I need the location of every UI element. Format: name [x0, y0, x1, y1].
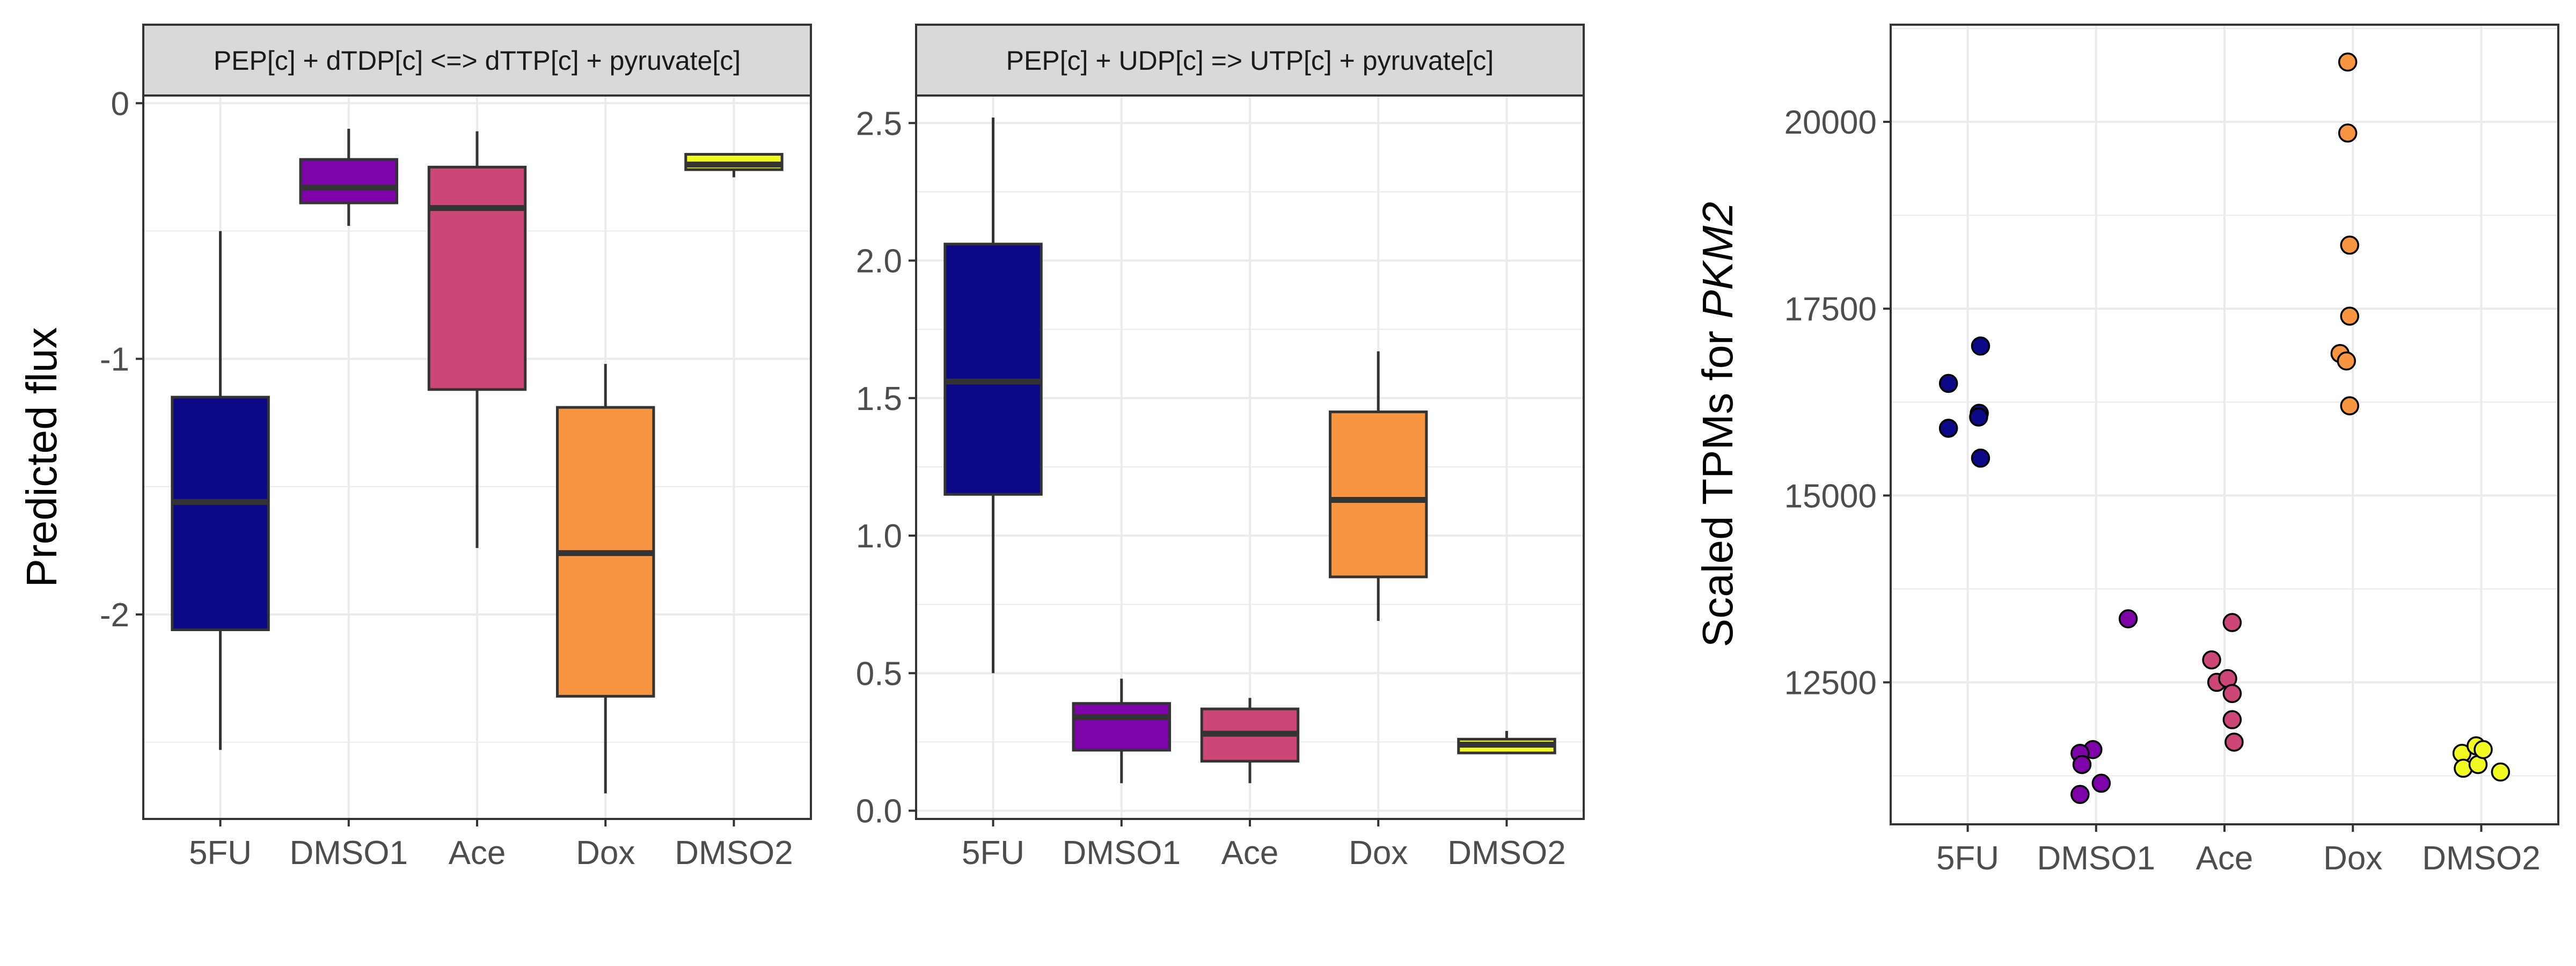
panel-dtdp-strip [142, 24, 812, 97]
panel-udp-y-axis: 0.0 0.5 1.0 1.5 2.0 2.5 [856, 105, 916, 830]
y-tick-label: 0.0 [856, 793, 902, 830]
y-tick-label: 12500 [1784, 664, 1877, 701]
box-iqr-5fu [171, 396, 270, 632]
y-tick-label: -1 [100, 341, 129, 378]
y-tick-label: 15000 [1784, 478, 1877, 515]
point-dmso2 [2473, 740, 2493, 759]
panel-pkm2-y-axis: 12500 15000 17500 20000 [1784, 104, 1891, 701]
y-tick-label: 20000 [1784, 104, 1877, 141]
point-dmso2 [2491, 762, 2511, 782]
panel-dtdp-strip-title: PEP[c] + dTDP[c] <=> dTTP[c] + pyruvate[… [214, 46, 741, 76]
x-tick-label: DMSO2 [1447, 835, 1565, 872]
panel-pkm2-y-axis-title: Scaled TPMs for PKM2 [1694, 202, 1741, 647]
y-tick-label: 0.5 [856, 655, 902, 692]
box-iqr-ace [427, 165, 527, 391]
x-tick-label: Ace [449, 835, 506, 872]
box-dox [1329, 351, 1428, 621]
x-tick-label: Ace [1221, 835, 1279, 872]
point-ace [2222, 710, 2242, 729]
point-dmso1 [2118, 609, 2138, 628]
point-dox [2340, 396, 2359, 415]
point-dmso1 [2072, 755, 2092, 774]
x-tick-label: DMSO2 [2422, 840, 2540, 877]
y-axis-title-prefix: Scaled TPMs for [1694, 319, 1741, 647]
point-dox [2338, 123, 2358, 143]
box-ace [1200, 698, 1300, 784]
x-tick-label: Ace [2196, 840, 2253, 877]
y-axis-title-gene: PKM2 [1694, 202, 1741, 319]
panel-udp-x-axis: 5FU DMSO1 Ace Dox DMSO2 [962, 819, 1566, 872]
x-tick-label: Dox [2323, 840, 2382, 877]
point-5fu [1971, 448, 1990, 468]
x-tick-label: Dox [1349, 835, 1408, 872]
panel-udp-boxes [943, 118, 1556, 784]
x-tick-label: 5FU [189, 835, 252, 872]
point-dox [2340, 306, 2359, 326]
box-iqr-dmso1 [1072, 702, 1171, 752]
x-tick-label: DMSO2 [675, 835, 793, 872]
point-dmso1 [2091, 773, 2111, 793]
box-dox [556, 364, 655, 794]
y-tick-label: 2.0 [856, 243, 902, 280]
x-tick-label: 5FU [962, 835, 1024, 872]
x-tick-label: DMSO1 [1063, 835, 1181, 872]
y-tick-label: -2 [100, 597, 129, 634]
y-tick-label: 2.5 [856, 105, 902, 142]
point-ace [2224, 733, 2244, 752]
box-dmso2 [684, 153, 784, 178]
panel-dtdp-x-axis: 5FU DMSO1 Ace Dox DMSO2 [189, 819, 793, 872]
box-iqr-dox [1329, 410, 1428, 579]
box-iqr-dmso1 [299, 158, 398, 204]
point-5fu [1969, 407, 1988, 427]
panel-udp-reaction: PEP[c] + UDP[c] => UTP[c] + pyruvate[c] … [856, 24, 1585, 872]
y-tick-label: 17500 [1784, 291, 1877, 328]
y-tick-label: 1.5 [856, 380, 902, 418]
box-ace [427, 131, 527, 548]
x-tick-label: 5FU [1936, 840, 1999, 877]
panel-dtdp-y-axis-title: Predicted flux [18, 327, 65, 588]
panel-dtdp-reaction: PEP[c] + dTDP[c] <=> dTTP[c] + pyruvate[… [18, 24, 812, 872]
point-5fu [1938, 374, 1958, 393]
point-dmso1 [2070, 785, 2090, 804]
panel-dtdp-y-axis: 0 -1 -2 [100, 85, 143, 634]
y-tick-label: 1.0 [856, 518, 902, 555]
panel-dtdp-boxes [171, 128, 784, 794]
x-tick-label: DMSO1 [2037, 840, 2155, 877]
box-dmso2 [1457, 730, 1556, 755]
x-tick-label: DMSO1 [290, 835, 408, 872]
point-ace [2222, 684, 2242, 704]
panel-udp-strip [915, 24, 1585, 97]
point-dox [2338, 52, 2358, 72]
box-5fu [943, 118, 1043, 674]
panel-udp-strip-title: PEP[c] + UDP[c] => UTP[c] + pyruvate[c] [1006, 46, 1494, 76]
point-5fu [1938, 419, 1958, 438]
box-dmso1 [299, 128, 398, 226]
panel-pkm2-points [1938, 52, 2511, 804]
x-tick-label: Dox [576, 835, 635, 872]
point-dox [2340, 236, 2359, 255]
box-5fu [171, 231, 270, 750]
point-5fu [1971, 336, 1990, 356]
panel-pkm2-x-axis: 5FU DMSO1 Ace Dox DMSO2 [1936, 824, 2541, 877]
point-ace [2222, 613, 2242, 632]
box-iqr-5fu [943, 243, 1043, 496]
y-tick-label: 0 [111, 85, 129, 122]
point-dox [2337, 351, 2357, 371]
panel-pkm2-tpms: 12500 15000 17500 20000 5FU DMSO1 Ace Dox DMSO2… [1694, 24, 2559, 877]
point-ace [2202, 650, 2221, 670]
box-dmso1 [1072, 678, 1171, 784]
